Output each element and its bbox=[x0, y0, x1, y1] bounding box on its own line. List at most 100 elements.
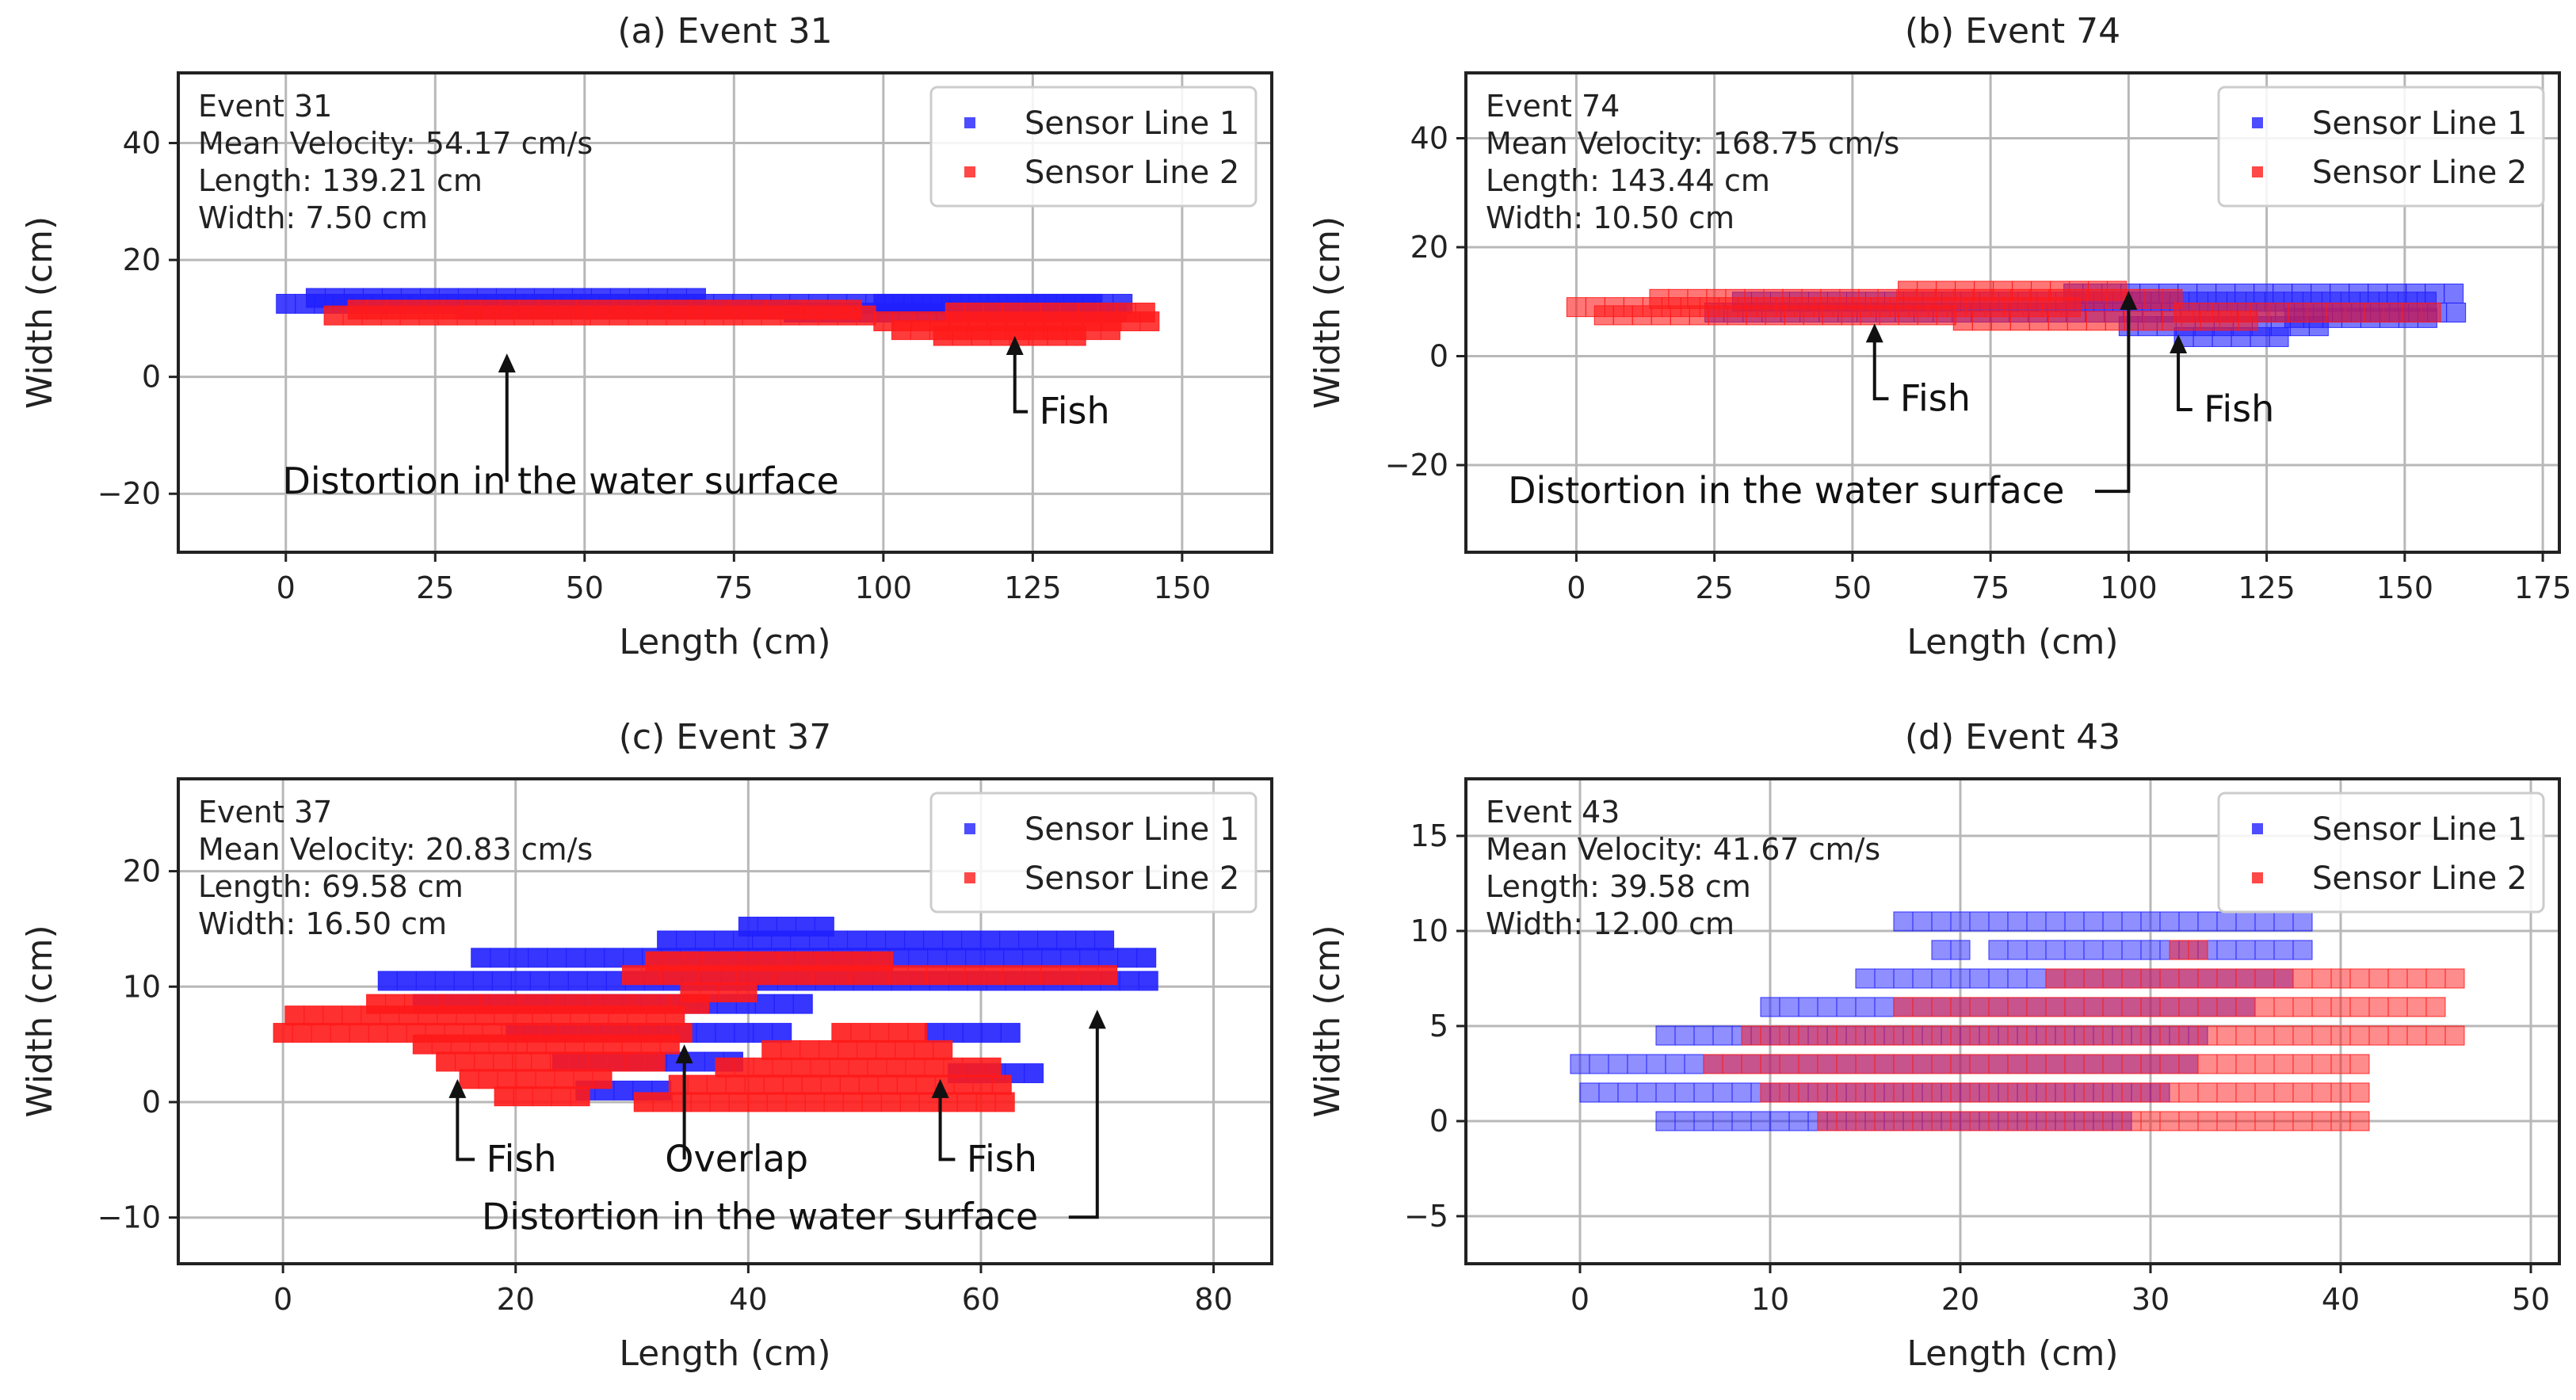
data-point bbox=[994, 1092, 1015, 1112]
legend-label: Sensor Line 2 bbox=[2312, 154, 2527, 191]
data-point bbox=[1655, 1025, 1676, 1046]
data-point bbox=[2121, 1082, 2142, 1103]
data-point bbox=[1931, 911, 1952, 932]
data-point bbox=[2140, 940, 2161, 960]
legend-box bbox=[929, 86, 1257, 208]
annotation-label: Fish bbox=[487, 1137, 557, 1180]
y-tick-label: 0 bbox=[142, 1085, 161, 1120]
annotation-label: Fish bbox=[1900, 376, 1971, 419]
data-point bbox=[759, 951, 780, 971]
data-point bbox=[2273, 1054, 2294, 1074]
annotation-arrow-line bbox=[2094, 305, 2131, 494]
data-point bbox=[1817, 1025, 1838, 1046]
legend-marker bbox=[2252, 872, 2263, 883]
y-tick-label: −10 bbox=[97, 1200, 161, 1235]
data-point bbox=[2178, 968, 2199, 989]
data-point bbox=[842, 1092, 863, 1112]
data-point bbox=[640, 1034, 661, 1055]
data-point bbox=[899, 1092, 920, 1112]
data-point bbox=[1912, 1054, 1933, 1074]
data-point bbox=[423, 299, 444, 320]
data-point bbox=[659, 1034, 680, 1055]
data-point bbox=[841, 299, 862, 320]
data-point bbox=[1674, 1111, 1695, 1131]
y-axis-label: Width (cm) bbox=[20, 925, 60, 1117]
data-point bbox=[1874, 1025, 1895, 1046]
data-point bbox=[1912, 1111, 1933, 1131]
data-point bbox=[1855, 968, 1876, 989]
data-markers bbox=[273, 917, 1158, 1112]
data-point bbox=[1988, 1111, 2009, 1131]
x-tick-label: 150 bbox=[1154, 570, 1212, 605]
data-point bbox=[706, 1074, 727, 1095]
data-point bbox=[1693, 1082, 1714, 1103]
data-point bbox=[1731, 1111, 1752, 1131]
data-point bbox=[915, 1074, 936, 1095]
data-point bbox=[972, 1074, 993, 1095]
data-point bbox=[2330, 1054, 2351, 1074]
annotation-label: Overlap bbox=[665, 1137, 808, 1180]
data-point bbox=[366, 299, 387, 320]
x-axis-label: Length (cm) bbox=[1906, 1333, 2118, 1374]
data-point bbox=[2045, 940, 2066, 960]
data-point bbox=[545, 1034, 566, 1055]
data-point bbox=[2446, 303, 2467, 322]
data-point bbox=[880, 1092, 901, 1112]
data-point bbox=[1712, 1082, 1733, 1103]
data-point bbox=[1874, 1054, 1895, 1074]
data-point bbox=[2007, 1054, 2028, 1074]
data-point bbox=[1798, 1054, 1818, 1074]
data-point bbox=[2235, 997, 2256, 1017]
annotation-arrowhead bbox=[675, 1044, 693, 1064]
data-point bbox=[303, 1005, 324, 1026]
data-point bbox=[442, 994, 463, 1014]
data-point bbox=[2121, 911, 2142, 932]
data-point bbox=[518, 299, 539, 320]
data-point bbox=[1706, 288, 1727, 309]
info-line: Width: 7.50 cm bbox=[198, 200, 428, 235]
data-point bbox=[1817, 1054, 1838, 1074]
data-point bbox=[2269, 303, 2289, 322]
data-point bbox=[2045, 1025, 2066, 1046]
data-point bbox=[1674, 1025, 1695, 1046]
x-tick-label: 10 bbox=[1751, 1282, 1789, 1317]
data-point bbox=[1931, 1025, 1952, 1046]
data-point bbox=[895, 1040, 915, 1060]
data-point bbox=[1078, 303, 1098, 322]
data-point bbox=[497, 1069, 517, 1089]
annotation: Distortion in the water surface bbox=[482, 1009, 1106, 1238]
data-point bbox=[1579, 1082, 1600, 1103]
data-point bbox=[1075, 930, 1096, 951]
data-point bbox=[330, 1023, 350, 1043]
data-point bbox=[823, 1092, 844, 1112]
data-point bbox=[377, 971, 398, 991]
data-point bbox=[857, 1040, 877, 1060]
data-point bbox=[1936, 280, 1956, 301]
annotation: Fish bbox=[1006, 336, 1110, 433]
data-point bbox=[800, 1040, 820, 1060]
data-point bbox=[2292, 940, 2313, 960]
data-point bbox=[1763, 288, 1784, 309]
data-point bbox=[695, 930, 716, 951]
data-point bbox=[1079, 948, 1100, 968]
data-point bbox=[861, 1092, 882, 1112]
data-point bbox=[2083, 1054, 2104, 1074]
data-point bbox=[623, 948, 643, 968]
data-point bbox=[621, 1034, 642, 1055]
data-point bbox=[469, 1034, 490, 1055]
data-point bbox=[2444, 1025, 2465, 1046]
data-point bbox=[1617, 1082, 1638, 1103]
data-point bbox=[1950, 968, 1971, 989]
data-point bbox=[645, 1051, 666, 1072]
data-point bbox=[1931, 940, 1952, 960]
data-point bbox=[2288, 303, 2308, 322]
data-point bbox=[926, 965, 947, 986]
data-point bbox=[1988, 1054, 2009, 1074]
data-point bbox=[676, 930, 696, 951]
data-point bbox=[1874, 1082, 1895, 1103]
x-tick-label: 125 bbox=[2238, 570, 2296, 605]
data-point bbox=[964, 965, 985, 986]
data-point bbox=[1116, 303, 1136, 322]
data-point bbox=[776, 917, 796, 937]
